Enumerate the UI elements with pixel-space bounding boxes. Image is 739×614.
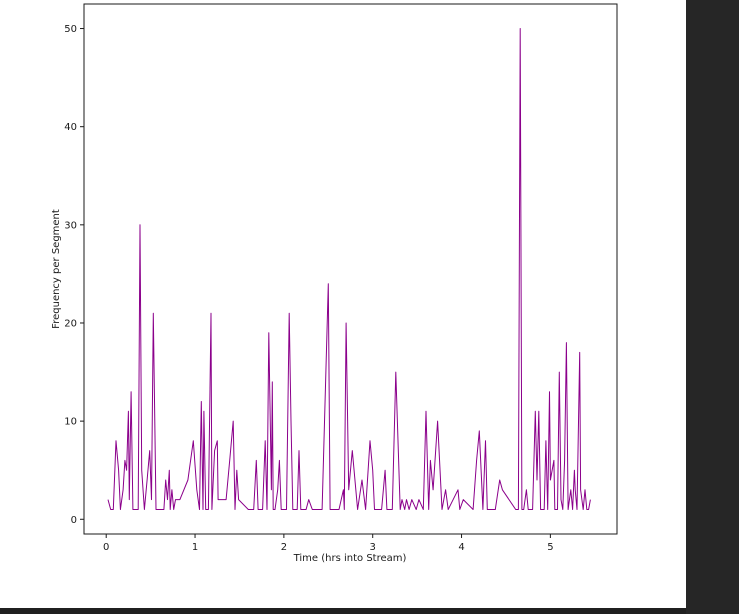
- y-tick-label: 40: [64, 122, 77, 133]
- x-tick-label: 3: [370, 542, 376, 553]
- series-line: [107, 28, 591, 510]
- x-tick-label: 4: [458, 542, 464, 553]
- x-tick-label: 5: [547, 542, 553, 553]
- y-tick-label: 10: [64, 417, 77, 428]
- x-tick-label: 0: [103, 542, 109, 553]
- y-tick-label: 20: [64, 318, 77, 329]
- y-tick-label: 50: [64, 24, 77, 35]
- x-tick-label: 2: [281, 542, 287, 553]
- y-axis-label: Frequency per Segment: [51, 209, 62, 329]
- scrollbar-track[interactable]: [686, 0, 739, 614]
- x-axis-label: Time (hrs into Stream): [293, 553, 407, 564]
- x-axis: 0 1 2 3 4 5: [103, 534, 554, 553]
- x-tick-label: 1: [192, 542, 198, 553]
- plot-area: [83, 3, 618, 535]
- y-axis: 0 10 20 30 40 50: [64, 24, 84, 526]
- y-tick-label: 30: [64, 220, 77, 231]
- bottom-panel-edge: [0, 608, 686, 614]
- line-chart: 0 1 2 3 4 5 0 10 20 30 40 50 Time (hrs into Stream…: [51, 3, 618, 564]
- y-tick-label: 0: [71, 515, 77, 526]
